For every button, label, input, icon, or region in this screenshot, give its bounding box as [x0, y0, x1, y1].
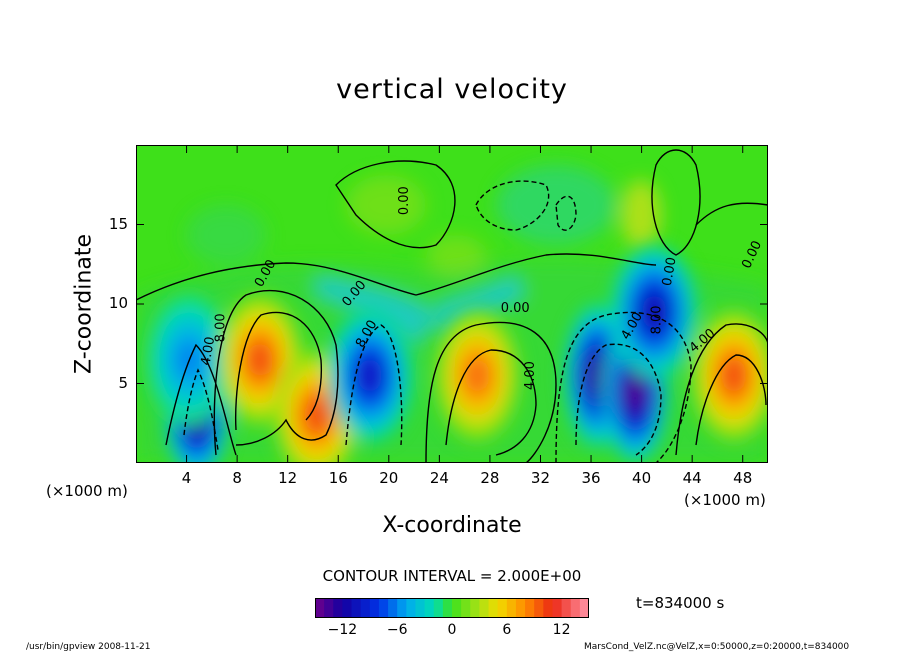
velocity-cell-3-level-5: [304, 397, 329, 433]
colorbar-cell-9: [397, 598, 407, 618]
colorbar-cell-25: [543, 598, 553, 618]
colorbar-cell-15: [452, 598, 462, 618]
x-tick-label: 24: [429, 469, 449, 487]
x-tick-label: 12: [278, 469, 298, 487]
velocity-field: 0.000.000.000.000.000.004.004.004.004.00…: [136, 145, 768, 463]
y-axis-label: Z-coordinate: [71, 234, 97, 374]
x-tick-label: 44: [682, 469, 702, 487]
x-tick-label: 36: [581, 469, 601, 487]
colorbar-cell-2: [333, 598, 343, 618]
contour-label-3: 0.00: [501, 301, 530, 316]
x-axis-label: X-coordinate: [382, 513, 522, 538]
colorbar-cell-11: [415, 598, 426, 618]
x-tick-label: 16: [328, 469, 348, 487]
colorbar-cell-20: [497, 598, 508, 618]
x-tick-label: 8: [232, 469, 242, 487]
colorbar-cell-24: [534, 598, 544, 618]
velocity-cell-5-level-5: [465, 357, 490, 394]
time-label: t=834000 s: [636, 594, 725, 612]
velocity-cell-9-level-5: [721, 357, 746, 394]
colorbar-cell-26: [552, 598, 563, 618]
y-tick-label: 10: [108, 294, 128, 312]
x-tick-label: 48: [733, 469, 753, 487]
y-tick-label: 5: [118, 373, 128, 392]
colorbar: [315, 598, 589, 618]
velocity-cell-6-level-5: [587, 357, 608, 394]
contour-label-2: 0.00: [397, 186, 412, 215]
colorbar-cell-4: [351, 598, 362, 618]
x-tick-label: 20: [379, 469, 399, 487]
colorbar-cell-1: [324, 598, 334, 618]
footer-source: MarsCond_VelZ.nc@VelZ,x=0:50000,z=0:2000…: [584, 642, 850, 652]
velocity-cell-2-level-5: [247, 341, 272, 378]
velocity-cell-4-level-5: [357, 357, 382, 394]
colorbar-cell-28: [570, 598, 581, 618]
colorbar-cell-3: [342, 598, 353, 618]
colorbar-tick-label: −6: [386, 622, 408, 638]
footer-program: /usr/bin/gpview 2008-11-21: [26, 642, 151, 652]
colorbar-cell-21: [506, 598, 517, 618]
colorbar-cell-0: [315, 598, 325, 618]
contour-label-11: 8.00: [650, 305, 665, 334]
colorbar-tick-label: 12: [552, 622, 571, 638]
contour-interval: CONTOUR INTERVAL = 2.000E+00: [322, 567, 582, 585]
colorbar-cell-27: [561, 598, 572, 618]
x-tick-label: 40: [632, 469, 652, 487]
velocity-cell-7-level-5: [624, 373, 646, 410]
colorbar-cell-18: [479, 598, 490, 618]
colorbar-tick-label: 6: [502, 622, 512, 638]
colorbar-tick-label: 0: [447, 622, 457, 638]
x-tick-label: 28: [480, 469, 500, 487]
colorbar-cell-13: [433, 598, 444, 618]
y-tick-label: 15: [108, 214, 128, 233]
x-tick-label: 4: [181, 469, 192, 487]
x-axis-unit-right: (×1000 m): [684, 491, 766, 509]
colorbar-cell-12: [424, 598, 435, 618]
colorbar-cell-10: [406, 598, 416, 618]
contour-label-5: 0.00: [660, 256, 680, 287]
colorbar-cell-17: [470, 598, 480, 618]
velocity-cell-8-level-5: [642, 294, 667, 330]
x-tick-label: 32: [530, 469, 551, 487]
contour-label-6: 4.00: [198, 336, 218, 367]
x-axis-unit-left: (×1000 m): [46, 482, 128, 500]
colorbar-cell-8: [388, 598, 398, 618]
colorbar-cell-22: [515, 598, 526, 618]
colorbar-tick-label: −12: [327, 622, 358, 638]
contour-label-10: 8.00: [213, 313, 228, 342]
colorbar-cell-16: [461, 598, 471, 618]
plot-area: 0.000.000.000.000.000.004.004.004.004.00…: [136, 145, 768, 463]
colorbar-cell-7: [378, 598, 389, 618]
contour-label-7: 4.00: [523, 361, 538, 390]
colorbar-cell-29: [579, 598, 589, 618]
colorbar-cell-23: [525, 598, 535, 618]
chart-title: vertical velocity: [336, 74, 568, 105]
colorbar-cell-5: [360, 598, 371, 618]
colorbar-cell-6: [369, 598, 380, 618]
colorbar-cell-14: [442, 598, 453, 618]
colorbar-cell-19: [488, 598, 499, 618]
